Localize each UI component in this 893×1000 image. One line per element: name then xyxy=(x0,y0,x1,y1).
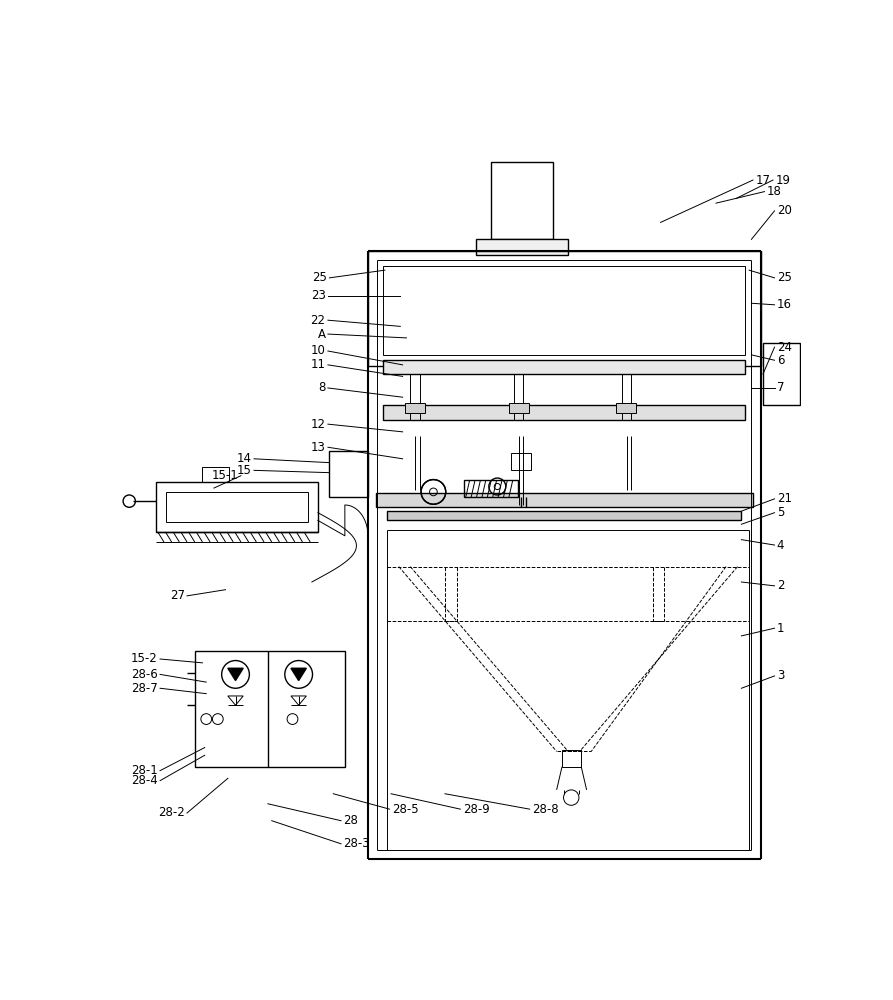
Bar xyxy=(464,480,518,497)
Text: 1: 1 xyxy=(777,622,784,635)
Text: 25: 25 xyxy=(777,271,792,284)
Text: 13: 13 xyxy=(311,441,326,454)
Bar xyxy=(509,403,529,413)
Text: 16: 16 xyxy=(777,298,792,311)
Text: 27: 27 xyxy=(170,589,185,602)
Text: 28-9: 28-9 xyxy=(463,803,489,816)
Bar xyxy=(156,482,318,532)
Text: 12: 12 xyxy=(311,418,326,431)
Bar xyxy=(376,493,753,507)
Text: 22: 22 xyxy=(311,314,326,327)
Text: A: A xyxy=(318,328,326,341)
Bar xyxy=(166,492,308,522)
Polygon shape xyxy=(228,668,243,681)
Text: 4: 4 xyxy=(777,539,784,552)
Bar xyxy=(514,374,523,420)
Bar xyxy=(562,750,581,767)
Text: 2: 2 xyxy=(777,579,784,592)
Text: 28: 28 xyxy=(343,814,358,827)
Bar xyxy=(405,403,425,413)
Bar xyxy=(410,374,420,420)
Text: 28-3: 28-3 xyxy=(343,837,370,850)
Bar xyxy=(616,403,636,413)
Text: 17: 17 xyxy=(755,174,771,187)
Bar xyxy=(491,162,553,239)
Text: 6: 6 xyxy=(777,354,784,367)
Text: 28-1: 28-1 xyxy=(131,764,158,777)
Text: 25: 25 xyxy=(313,271,327,284)
Bar xyxy=(203,466,230,482)
Bar xyxy=(763,343,800,405)
Bar xyxy=(383,266,746,355)
Text: 21: 21 xyxy=(777,492,792,505)
Text: 19: 19 xyxy=(775,174,790,187)
Text: 20: 20 xyxy=(777,204,792,217)
Text: 10: 10 xyxy=(311,344,326,358)
Text: 28-4: 28-4 xyxy=(131,774,158,787)
Text: 15: 15 xyxy=(237,464,252,477)
Bar xyxy=(368,251,761,366)
Bar xyxy=(476,239,568,255)
Text: 23: 23 xyxy=(311,289,326,302)
Text: 28-6: 28-6 xyxy=(131,668,158,681)
Text: 28-8: 28-8 xyxy=(532,803,559,816)
Bar xyxy=(383,405,746,420)
Bar xyxy=(388,511,741,520)
Text: 8: 8 xyxy=(318,381,326,394)
Text: 24: 24 xyxy=(777,341,792,354)
Text: 7: 7 xyxy=(777,381,784,394)
Bar xyxy=(622,374,631,420)
Text: 15-1: 15-1 xyxy=(212,469,238,482)
Bar xyxy=(330,451,368,497)
Text: 5: 5 xyxy=(777,506,784,519)
Text: 15-2: 15-2 xyxy=(131,652,158,666)
Bar xyxy=(511,453,531,470)
Text: 28-7: 28-7 xyxy=(131,682,158,695)
Bar xyxy=(383,360,746,374)
Bar xyxy=(195,651,345,767)
Polygon shape xyxy=(291,668,306,681)
Text: 14: 14 xyxy=(237,452,252,465)
Text: 28-2: 28-2 xyxy=(158,806,185,820)
Text: 28-5: 28-5 xyxy=(392,803,419,816)
Text: 3: 3 xyxy=(777,669,784,682)
Text: 11: 11 xyxy=(311,358,326,371)
Text: 18: 18 xyxy=(767,185,781,198)
